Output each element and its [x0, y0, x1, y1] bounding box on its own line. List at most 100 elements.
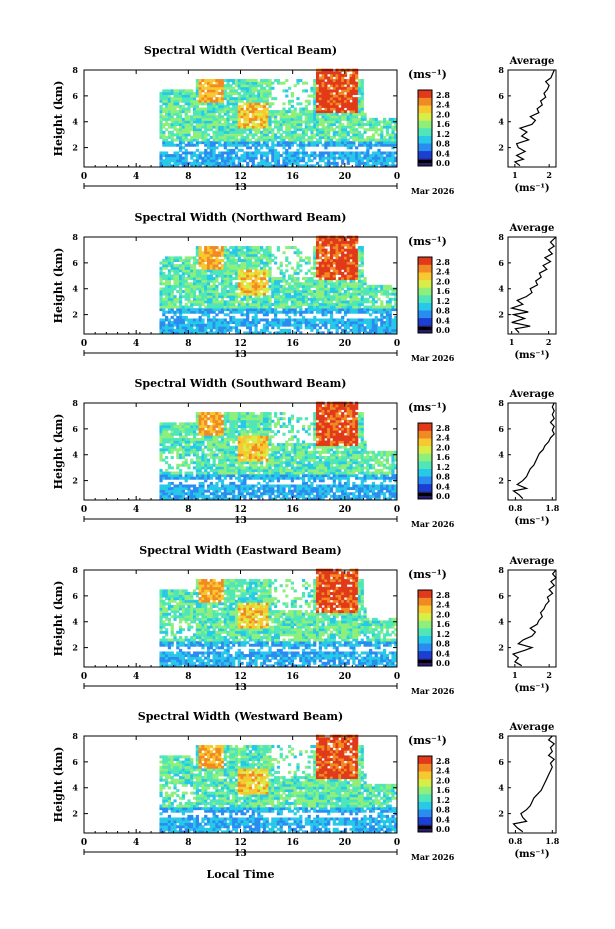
heatmap-cell — [360, 328, 364, 332]
heatmap-cell — [187, 484, 191, 488]
heatmap-cell — [293, 313, 297, 317]
heatmap-cell — [192, 97, 197, 101]
heatmap-cell — [324, 243, 328, 247]
heatmap-cell — [179, 471, 183, 475]
heatmap-cell — [346, 89, 350, 93]
heatmap-cell — [251, 318, 255, 322]
heatmap-cell — [212, 463, 216, 467]
heatmap-cell — [251, 159, 255, 163]
heatmap-cell — [332, 164, 336, 168]
heatmap-cell — [201, 251, 205, 255]
heatmap-cell — [229, 282, 233, 286]
heatmap-cell — [198, 300, 202, 304]
heatmap-cell — [296, 290, 300, 294]
heatmap-cell — [276, 125, 281, 129]
heatmap-cell — [374, 161, 378, 165]
heatmap-cell — [254, 305, 258, 309]
heatmap-cell — [299, 264, 303, 268]
heatmap-cell — [380, 141, 384, 145]
heatmap-cell — [310, 128, 314, 132]
heatmap-cell — [360, 292, 364, 296]
heatmap-cell — [240, 271, 244, 275]
heatmap-cell — [288, 151, 292, 155]
heatmap-cell — [341, 110, 345, 114]
heatmap-cell — [254, 133, 258, 137]
heatmap-cell — [243, 123, 247, 127]
heatmap-cell — [301, 143, 306, 147]
heatmap-cell — [162, 308, 166, 312]
heatmap-cell — [346, 266, 350, 270]
heatmap-cell — [357, 133, 362, 137]
heatmap-cell — [268, 277, 272, 281]
heatmap-cell — [329, 115, 334, 119]
heatmap-cell — [324, 240, 328, 244]
heatmap-cell — [173, 430, 177, 434]
heatmap-cell — [232, 117, 236, 121]
heatmap-cell — [234, 79, 239, 83]
heatmap-cell — [352, 284, 356, 288]
heatmap-cell — [329, 321, 334, 325]
heatmap-cell — [215, 481, 219, 485]
heatmap-cell — [369, 141, 373, 145]
heatmap-cell — [338, 76, 342, 80]
heatmap-cell — [296, 151, 300, 155]
heatmap-cell — [251, 323, 255, 327]
heatmap-cell — [274, 297, 278, 301]
heatmap-cell — [170, 91, 174, 95]
heatmap-cell — [212, 258, 216, 262]
heatmap-cell — [383, 315, 387, 319]
heatmap-cell — [181, 91, 185, 95]
heatmap-cell — [173, 256, 177, 260]
heatmap-cell — [321, 302, 325, 306]
heatmap-cell — [304, 300, 308, 304]
heatmap-cell — [201, 313, 205, 317]
heatmap-cell — [394, 135, 398, 139]
heatmap-cell — [181, 138, 185, 142]
heatmap-cell — [220, 89, 225, 93]
heatmap-cell — [248, 264, 253, 268]
heatmap-cell — [195, 489, 199, 493]
heatmap-cell — [346, 91, 350, 95]
heatmap-cell — [246, 300, 250, 304]
heatmap-cell — [371, 125, 376, 129]
heatmap-cell — [159, 94, 163, 98]
heatmap-cell — [279, 117, 283, 121]
heatmap-cell — [248, 271, 253, 275]
heatmap-cell — [184, 331, 188, 335]
heatmap-cell — [215, 308, 219, 312]
heatmap-cell — [282, 321, 286, 325]
heatmap-cell — [268, 130, 272, 134]
heatmap-cell — [352, 115, 356, 119]
heatmap-cell — [209, 159, 213, 163]
heatmap-cell — [218, 331, 222, 335]
heatmap-cell — [363, 308, 367, 312]
heatmap-cell — [301, 159, 306, 163]
heatmap-cell — [324, 295, 328, 299]
heatmap-cell — [288, 315, 292, 319]
heatmap-cell — [176, 492, 180, 496]
heatmap-cell — [246, 154, 250, 158]
heatmap-cell — [332, 159, 336, 163]
heatmap-cell — [279, 305, 283, 309]
heatmap-cell — [192, 318, 197, 322]
heatmap-cell — [288, 328, 292, 332]
heatmap-cell — [201, 256, 205, 260]
heatmap-cell — [352, 287, 356, 291]
heatmap-cell — [307, 318, 311, 322]
heatmap-cell — [313, 297, 317, 301]
heatmap-cell — [248, 253, 253, 257]
heatmap-cell — [355, 120, 359, 124]
heatmap-cell — [324, 81, 328, 85]
heatmap-cell — [299, 164, 303, 168]
heatmap-cell — [380, 154, 384, 158]
heatmap-cell — [248, 99, 253, 103]
heatmap-cell — [276, 248, 281, 252]
heatmap-cell — [165, 91, 169, 95]
heatmap-cell — [254, 115, 258, 119]
heatmap-cell — [223, 164, 227, 168]
heatmap-cell — [343, 295, 348, 299]
heatmap-cell — [226, 321, 230, 325]
heatmap-cell — [212, 86, 216, 90]
heatmap-cell — [181, 318, 185, 322]
heatmap-cell — [201, 466, 205, 470]
